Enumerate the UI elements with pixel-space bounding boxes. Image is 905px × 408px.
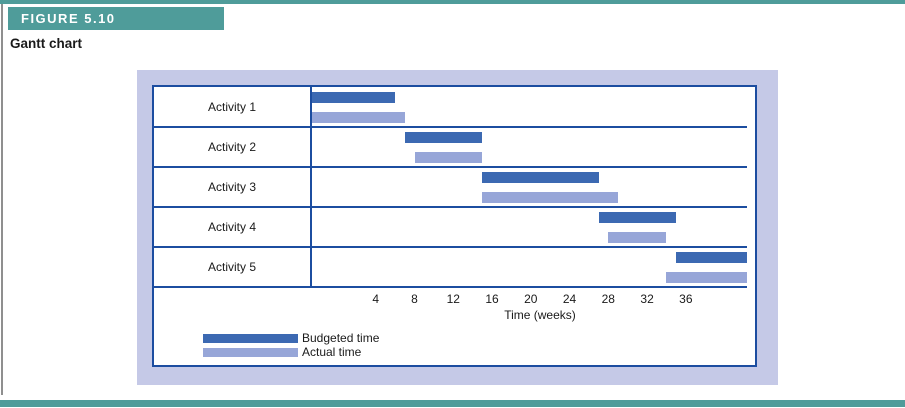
x-axis-tick-label: 24 bbox=[562, 292, 577, 306]
legend-label-actual: Actual time bbox=[302, 345, 362, 359]
actual-bar bbox=[608, 232, 667, 243]
legend-swatch-actual bbox=[203, 348, 298, 357]
label-column-divider-line bbox=[310, 87, 312, 287]
x-axis-line bbox=[153, 286, 747, 288]
activity-label: Activity 4 bbox=[207, 220, 256, 234]
row-divider-line bbox=[153, 246, 747, 248]
left-border-line bbox=[1, 4, 3, 395]
x-axis-tick-label: 36 bbox=[679, 292, 693, 306]
x-axis-tick-label: 32 bbox=[640, 292, 654, 306]
x-axis-tick-label: 28 bbox=[601, 292, 615, 306]
budgeted-bar bbox=[676, 252, 747, 263]
x-axis-tick-label: 4 bbox=[372, 292, 380, 306]
top-border-line bbox=[0, 0, 905, 4]
activity-label: Activity 1 bbox=[207, 100, 256, 114]
x-axis-tick-label: 12 bbox=[446, 292, 460, 306]
row-divider-line bbox=[153, 126, 747, 128]
budgeted-bar bbox=[404, 132, 483, 143]
budgeted-bar bbox=[482, 172, 599, 183]
actual-bar bbox=[414, 152, 483, 163]
budgeted-bar bbox=[311, 92, 396, 103]
row-divider-line bbox=[153, 166, 747, 168]
activity-label: Activity 3 bbox=[207, 180, 256, 194]
legend-swatch-budgeted bbox=[203, 334, 298, 343]
x-axis-title: Time (weeks) bbox=[504, 308, 576, 322]
figure-label: FIGURE 5.10 bbox=[21, 11, 116, 26]
actual-bar bbox=[311, 112, 405, 123]
figure-label-badge: FIGURE 5.10 bbox=[8, 7, 224, 30]
x-axis-tick-label: 20 bbox=[524, 292, 538, 306]
actual-bar bbox=[482, 192, 618, 203]
budgeted-bar bbox=[598, 212, 677, 223]
activity-label: Activity 2 bbox=[207, 140, 256, 154]
x-axis-tick-label: 8 bbox=[411, 292, 418, 306]
row-divider-line bbox=[153, 206, 747, 208]
x-axis-tick-label: 16 bbox=[485, 292, 499, 306]
activity-label: Activity 5 bbox=[207, 260, 256, 274]
figure-title: Gantt chart bbox=[10, 36, 83, 51]
legend-label-budgeted: Budgeted time bbox=[302, 331, 380, 345]
bottom-border-line bbox=[0, 400, 905, 407]
actual-bar bbox=[666, 272, 747, 283]
